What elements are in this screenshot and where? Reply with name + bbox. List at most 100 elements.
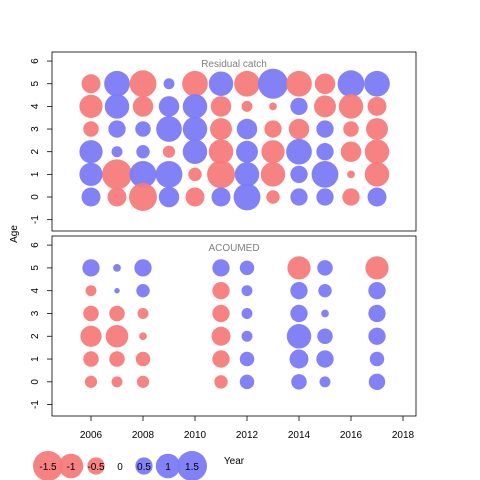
- bubble: [109, 305, 125, 322]
- bubble: [365, 256, 389, 280]
- y-tick-label: 0: [30, 194, 41, 200]
- bubble: [290, 165, 308, 184]
- bubble: [212, 282, 230, 300]
- bubble: [80, 325, 102, 347]
- bubble: [162, 145, 176, 158]
- legend-bubble: [135, 457, 153, 475]
- panel-frame: [51, 235, 417, 417]
- bubble: [290, 304, 308, 323]
- bubble: [314, 95, 336, 118]
- bubble: [135, 351, 151, 367]
- bubble: [79, 162, 103, 186]
- panel-title: Residual catch: [201, 59, 267, 70]
- bubble: [316, 350, 334, 368]
- bubble: [239, 351, 255, 367]
- bubble: [314, 73, 336, 94]
- x-tick-label: 2006: [80, 430, 103, 441]
- bubble: [337, 70, 365, 98]
- bubble: [261, 140, 285, 164]
- bubble: [291, 374, 307, 390]
- bubble: [316, 143, 334, 161]
- bubble: [155, 160, 183, 188]
- x-tick-label: 2012: [236, 430, 259, 441]
- y-tick-label: 3: [30, 126, 41, 132]
- y-tick-label: 4: [30, 103, 41, 109]
- bubble: [111, 376, 123, 388]
- bubble: [163, 78, 175, 90]
- bubble: [104, 94, 130, 119]
- bubble: [212, 304, 230, 323]
- bubble: [158, 96, 180, 117]
- bubble: [319, 376, 331, 388]
- bubble: [79, 140, 103, 164]
- y-tick-label: -1: [30, 400, 41, 409]
- y-tick-label: -1: [30, 215, 41, 224]
- bubble: [108, 120, 126, 138]
- bubble: [368, 373, 386, 391]
- bubble: [269, 102, 277, 111]
- legend-bubble: [58, 453, 84, 479]
- bubble: [369, 351, 385, 367]
- panel-frame: [51, 51, 417, 232]
- bubble: [317, 260, 333, 276]
- bubble: [105, 324, 129, 348]
- bubble: [182, 116, 208, 142]
- y-tick-label: 1: [30, 171, 41, 177]
- x-tick-label: 2018: [392, 430, 415, 441]
- bubble: [264, 120, 282, 138]
- bubble: [236, 140, 258, 163]
- legend-label: -0.5: [87, 462, 105, 473]
- bubble: [317, 328, 333, 344]
- bubble: [236, 118, 258, 140]
- bubble: [210, 96, 232, 117]
- bubble: [82, 259, 100, 277]
- panel-1: Residual catch -1 0 1 2 3 4 5 6: [30, 51, 417, 232]
- y-axis-label: Age: [9, 225, 20, 243]
- legend-bubble: [33, 451, 63, 480]
- bubble: [318, 283, 332, 298]
- bubble: [137, 307, 149, 319]
- legend-label: 1: [165, 462, 171, 473]
- legend-label: -1.5: [39, 462, 57, 473]
- bubble: [211, 187, 231, 207]
- bubble: [321, 309, 329, 318]
- bubble: [290, 282, 308, 300]
- bubble: [129, 70, 157, 98]
- bubble: [182, 94, 208, 119]
- bubble: [83, 351, 99, 367]
- bubble: [239, 374, 255, 390]
- bubble: [185, 187, 205, 207]
- x-tick-label: 2016: [340, 430, 363, 441]
- bubble: [83, 305, 99, 322]
- bubble: [207, 160, 235, 189]
- bubble: [111, 146, 123, 158]
- bubble: [129, 160, 157, 188]
- bubble: [158, 186, 180, 208]
- bubble: [212, 350, 230, 368]
- bubble: [260, 162, 286, 187]
- y-tick-label: 2: [30, 148, 41, 154]
- y-tick-label: 4: [30, 287, 41, 293]
- bubble: [343, 121, 359, 137]
- x-axis-label: Year: [224, 456, 245, 467]
- bubble: [132, 96, 154, 117]
- bubble: [239, 260, 255, 276]
- legend-label: 0.5: [137, 462, 151, 473]
- y-tick-label: 0: [30, 379, 41, 385]
- bubble: [81, 187, 101, 207]
- bubble: [367, 96, 387, 116]
- bubble: [84, 375, 98, 388]
- y-tick-label: 6: [30, 58, 41, 64]
- bubble: [85, 285, 97, 297]
- bubble: [182, 70, 208, 97]
- x-tick-label: 2014: [288, 430, 311, 441]
- bubble: [241, 307, 253, 319]
- bubble: [287, 256, 311, 280]
- bubble: [208, 71, 234, 96]
- bubble: [290, 188, 308, 206]
- bubble: [81, 74, 101, 94]
- bubble: [135, 121, 151, 137]
- panels-layer: Residual catch -1 0 1 2 3 4 5 6 ACOUMED -1 0 1 2 3 4 5 6 2…: [30, 51, 417, 441]
- bubble: [290, 97, 308, 116]
- bubble: [129, 183, 157, 211]
